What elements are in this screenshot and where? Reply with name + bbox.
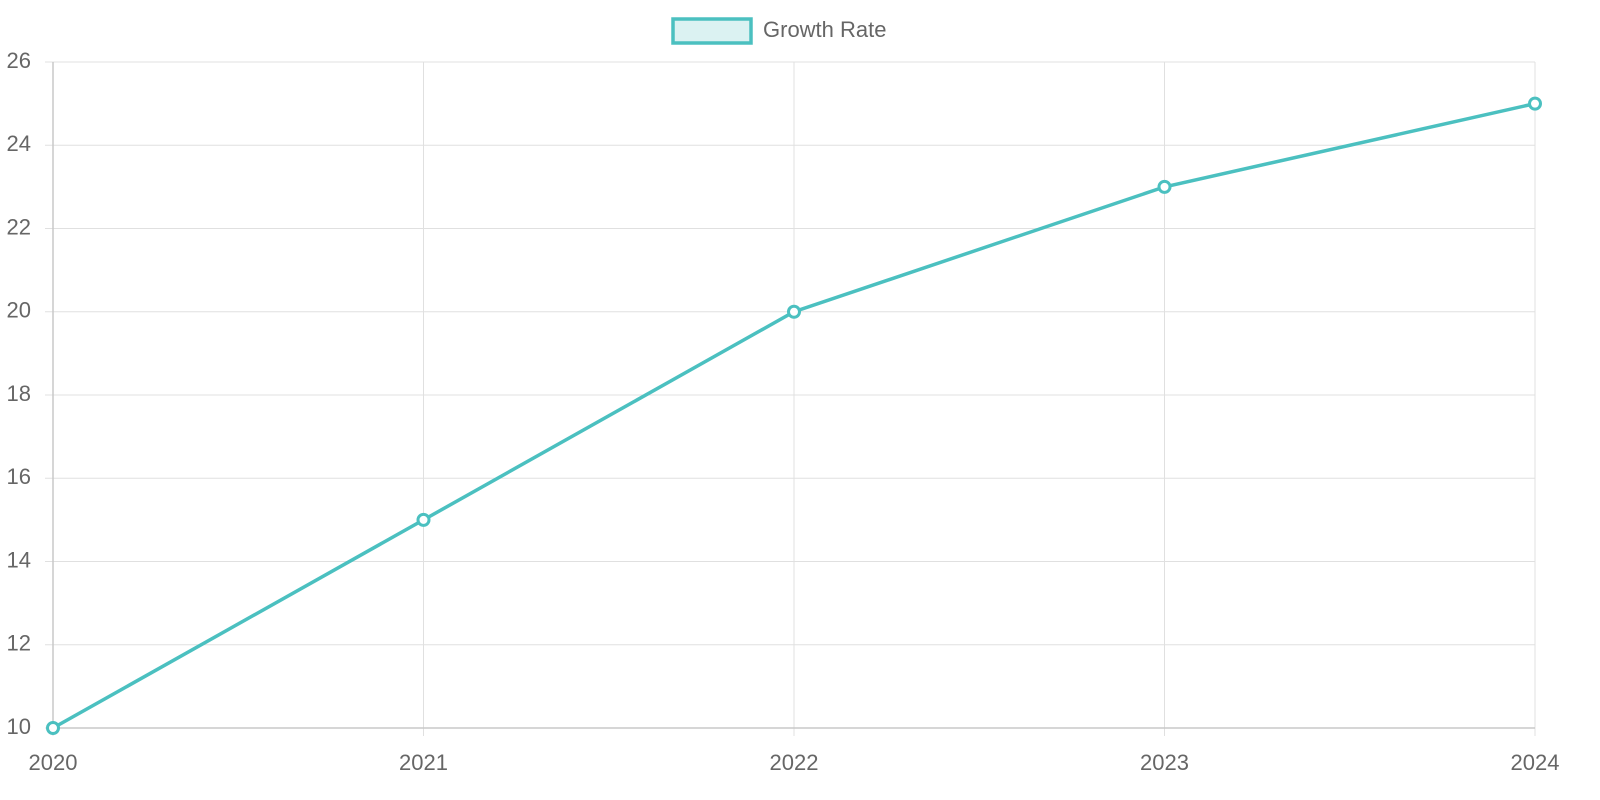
y-tick-label: 26 — [7, 48, 31, 73]
x-tick-label: 2023 — [1140, 750, 1189, 775]
legend-label: Growth Rate — [763, 17, 887, 42]
x-tick-label: 2021 — [399, 750, 448, 775]
y-tick-label: 14 — [7, 547, 31, 572]
data-point — [787, 304, 801, 319]
y-tick-label: 24 — [7, 131, 31, 156]
x-tick-label: 2024 — [1511, 750, 1560, 775]
x-tick-label: 2020 — [29, 750, 78, 775]
y-tick-label: 10 — [7, 714, 31, 739]
y-tick-label: 18 — [7, 381, 31, 406]
data-point — [1528, 96, 1542, 111]
x-tick-label: 2022 — [770, 750, 819, 775]
y-tick-label: 20 — [7, 298, 31, 323]
y-tick-label: 12 — [7, 631, 31, 656]
data-point — [1157, 179, 1172, 194]
y-tick-label: 16 — [7, 464, 31, 489]
legend-swatch — [671, 17, 753, 45]
data-point — [416, 512, 431, 527]
data-point — [46, 721, 60, 735]
y-tick-label: 22 — [7, 214, 31, 239]
